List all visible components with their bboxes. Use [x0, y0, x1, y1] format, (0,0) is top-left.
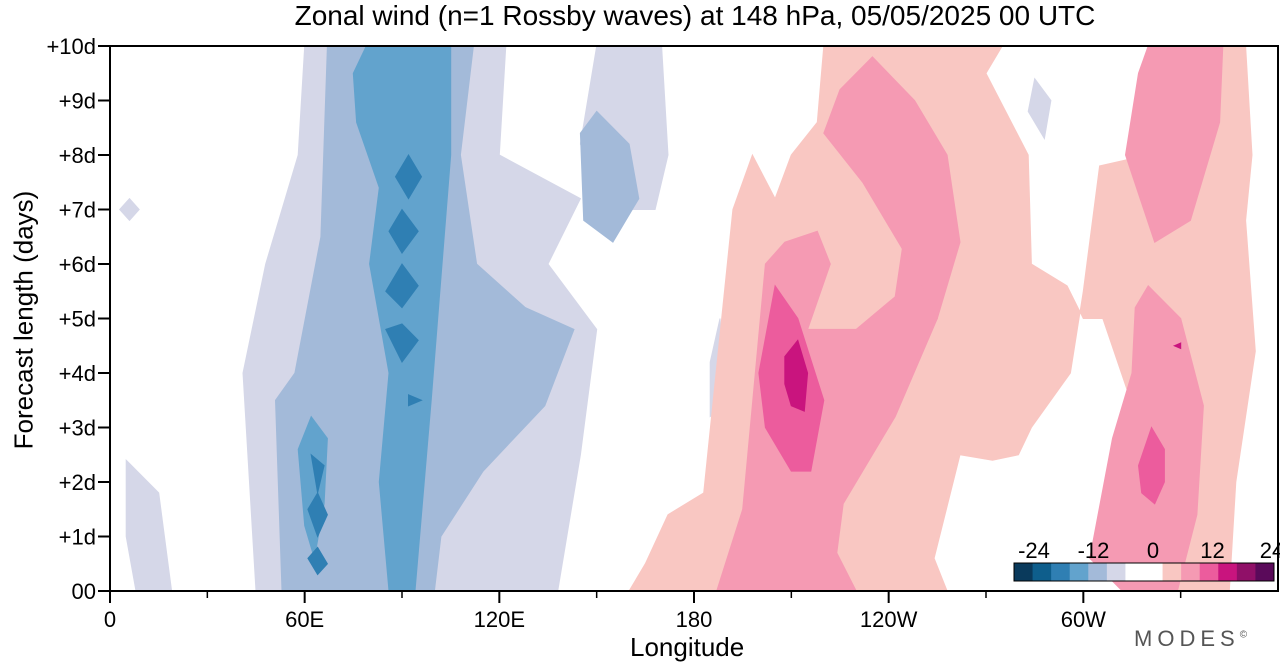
colorbar-swatch — [1125, 563, 1145, 581]
y-tick-label: +8d — [59, 143, 96, 168]
contour-fill-layer — [110, 46, 1278, 591]
contour-region-22 — [1124, 46, 1224, 243]
colorbar: -24 -12 0 12 24 — [1013, 538, 1280, 582]
contour-region-25 — [784, 339, 809, 412]
x-tick-label: 0 — [104, 607, 116, 632]
x-tick-label: 180 — [676, 607, 713, 632]
colorbar-swatch — [1255, 563, 1275, 581]
y-tick-label: 00 — [72, 579, 96, 604]
plot-frame — [109, 45, 1279, 592]
y-axis-ticks: 00 +1d +2d +3d +4d +5d +6d +7d +8d +9d +10d — [46, 34, 110, 604]
y-tick-label: +9d — [59, 89, 96, 114]
contour-region-13 — [385, 323, 419, 364]
colorbar-swatch — [1051, 563, 1071, 581]
y-tick-label: +10d — [46, 34, 96, 59]
colorbar-swatch — [1014, 563, 1034, 581]
colorbar-swatch — [1106, 563, 1126, 581]
logo-text: MODES — [1134, 626, 1240, 651]
x-tick-label: 120W — [860, 607, 918, 632]
contour-region-8 — [352, 46, 452, 591]
colorbar-border — [1013, 562, 1275, 582]
colorbar-swatch — [1144, 563, 1164, 581]
contour-region-3 — [119, 197, 140, 222]
contour-region-2 — [125, 458, 173, 591]
y-tick-label: +4d — [59, 361, 96, 386]
contour-region-7 — [579, 110, 640, 243]
contour-region-5 — [1027, 77, 1052, 141]
y-tick-label: +3d — [59, 416, 96, 441]
chart-title: Zonal wind (n=1 Rossby waves) at 148 hPa… — [294, 0, 1096, 31]
contour-region-15 — [388, 208, 419, 254]
x-tick-label: 60E — [285, 607, 324, 632]
contour-region-20 — [823, 56, 961, 320]
colorbar-label: 12 — [1200, 538, 1224, 563]
logo-mark: © — [1239, 629, 1248, 641]
y-tick-label: +5d — [59, 307, 96, 332]
contour-region-14 — [385, 263, 419, 309]
colorbar-swatch — [1199, 563, 1219, 581]
colorbar-swatch — [1181, 563, 1201, 581]
contour-region-11 — [307, 491, 328, 538]
y-tick-label: +7d — [59, 198, 96, 223]
colorbar-swatch — [1069, 563, 1089, 581]
colorbar-swatch — [1162, 563, 1182, 581]
contour-region-10 — [310, 453, 325, 494]
contour-region-21 — [1089, 284, 1204, 591]
modes-logo: MODES© — [1134, 626, 1247, 652]
y-tick-label: +2d — [59, 470, 96, 495]
colorbar-label: 24 — [1260, 538, 1280, 563]
y-tick-label: +1d — [59, 525, 96, 550]
contour-region-17 — [408, 394, 423, 407]
x-axis-ticks: 0 60E 120E 180 120W 60W — [104, 591, 1182, 632]
contour-region-16 — [394, 154, 423, 200]
colorbar-label: -12 — [1078, 538, 1110, 563]
colorbar-swatch — [1032, 563, 1052, 581]
x-axis-label: Longitude — [630, 632, 745, 662]
x-tick-label: 60W — [1061, 607, 1106, 632]
contour-region-26 — [1172, 342, 1182, 350]
colorbar-swatch — [1088, 563, 1108, 581]
colorbar-label: -24 — [1018, 538, 1050, 563]
colorbar-swatch — [1236, 563, 1256, 581]
contour-region-24 — [1137, 426, 1165, 505]
colorbar-swatch — [1218, 563, 1238, 581]
y-tick-label: +6d — [59, 252, 96, 277]
contour-region-12 — [307, 546, 329, 576]
x-tick-label: 120E — [474, 607, 525, 632]
colorbar-label: 0 — [1147, 538, 1159, 563]
